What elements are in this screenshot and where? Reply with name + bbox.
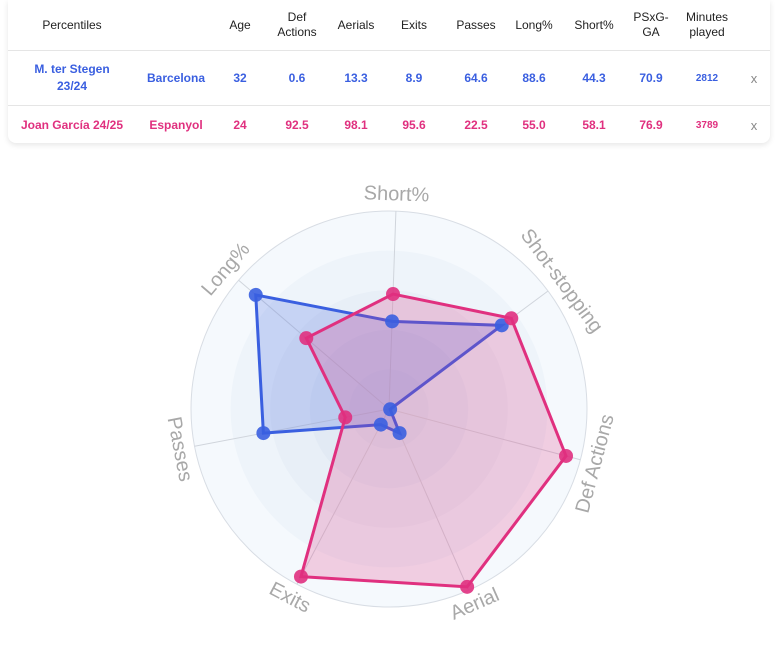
long-pct-cell: 88.6: [506, 50, 562, 106]
radar-spoke: [388, 408, 581, 461]
radar-spoke: [388, 211, 397, 410]
header-cell: Aerials: [330, 0, 382, 51]
minutes-cell: 2812: [676, 50, 738, 106]
header-cell: Minutes played: [676, 0, 738, 51]
exits-cell: 8.9: [382, 50, 446, 106]
radar-series-area: [254, 293, 507, 437]
radar-point[interactable]: [386, 287, 401, 302]
radar-point[interactable]: [460, 579, 475, 594]
radar-point[interactable]: [559, 448, 574, 463]
player-name[interactable]: M. ter Stegen 23/24: [8, 50, 136, 106]
minutes-cell: 3789: [695, 119, 719, 131]
def-actions-cell: 0.6: [264, 50, 330, 106]
header-cell: Percentiles: [8, 0, 136, 51]
header-cell: [136, 0, 216, 51]
comparison-table: Percentiles Age Def Actions Aerials Exit…: [8, 0, 770, 144]
radar-point[interactable]: [338, 410, 353, 425]
radar-spoke: [296, 408, 390, 585]
table-row: M. ter Stegen 23/24 Barcelona 32 0.6 13.…: [8, 50, 770, 106]
psxg-ga-cell: 70.9: [626, 50, 676, 106]
passes-cell: 22.5: [464, 118, 488, 132]
radar-point[interactable]: [392, 426, 407, 441]
radar-point[interactable]: [385, 314, 400, 329]
psxg-ga-cell: 76.9: [639, 118, 663, 132]
player-name[interactable]: Joan García 24/25: [20, 118, 124, 132]
radar-point[interactable]: [293, 569, 308, 584]
age-cell: 32: [216, 50, 264, 106]
passes-cell: 64.6: [446, 50, 506, 106]
team-name: Espanyol: [149, 118, 203, 132]
radar-point[interactable]: [504, 311, 519, 326]
radar-point[interactable]: [248, 287, 263, 302]
remove-row-button[interactable]: x: [750, 117, 758, 133]
radar-spoke: [238, 279, 390, 410]
def-actions-cell: 92.5: [285, 118, 309, 132]
header-cell: Age: [216, 0, 264, 51]
header-cell: Passes: [446, 0, 506, 51]
remove-row-button[interactable]: x: [738, 50, 770, 106]
header-cell: Exits: [382, 0, 446, 51]
exits-cell: 95.6: [402, 118, 426, 132]
aerials-cell: 13.3: [330, 50, 382, 106]
header-cell: [738, 0, 770, 51]
radar-point[interactable]: [256, 426, 271, 441]
short-pct-cell: 58.1: [582, 118, 606, 132]
age-cell: 24: [233, 118, 247, 132]
team-name: Barcelona: [136, 50, 216, 106]
aerials-cell: 98.1: [344, 118, 368, 132]
radar-point[interactable]: [494, 318, 509, 333]
header-cell: Long%: [506, 0, 562, 51]
short-pct-cell: 44.3: [562, 50, 626, 106]
radar-point[interactable]: [383, 402, 398, 417]
radar-series-area: [299, 292, 568, 589]
comparison-table-card: Percentiles Age Def Actions Aerials Exit…: [8, 0, 770, 143]
table-row: Joan García 24/25 Espanyol 24 92.5 98.1 …: [8, 106, 770, 145]
radar-point[interactable]: [299, 331, 314, 346]
header-cell: PSxG- GA: [626, 0, 676, 51]
long-pct-cell: 55.0: [522, 118, 546, 132]
radar-point[interactable]: [373, 417, 388, 432]
header-cell: Short%: [562, 0, 626, 51]
header-cell: Def Actions: [264, 0, 330, 51]
table-header-row: Percentiles Age Def Actions Aerials Exit…: [8, 0, 770, 51]
radar-series: [248, 287, 574, 594]
radar-axis-label: Short%: [363, 182, 430, 206]
radar-spoke: [194, 408, 390, 447]
